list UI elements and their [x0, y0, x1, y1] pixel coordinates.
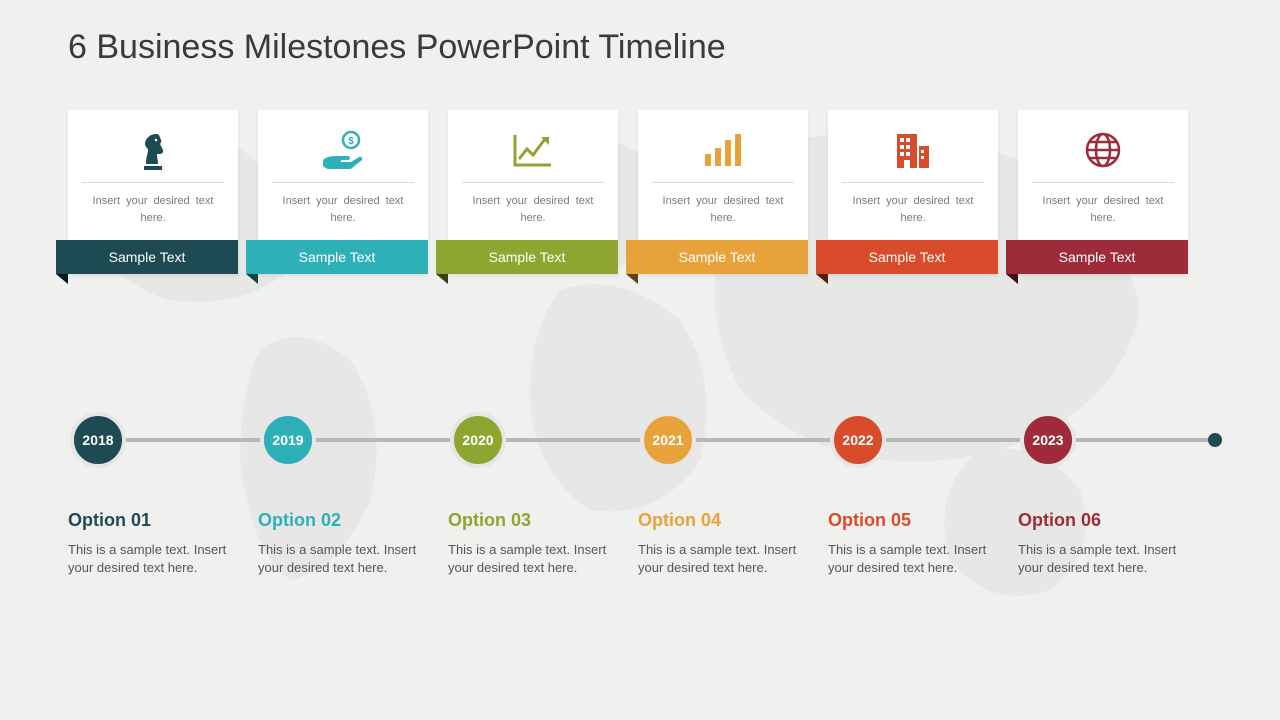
- year-marker: 2019: [260, 412, 316, 468]
- milestone-card: Insert your desired text here. Sample Te…: [68, 110, 238, 274]
- building-icon: [842, 128, 984, 172]
- options-row: Option 01 This is a sample text. Insert …: [68, 510, 1188, 577]
- option-description: This is a sample text. Insert your desir…: [638, 541, 808, 577]
- card-description: Insert your desired text here.: [652, 193, 794, 226]
- ribbon-label: Sample Text: [816, 240, 998, 274]
- option-title: Option 05: [828, 510, 998, 531]
- timeline: 2018 2019 2020 2021 2022 2023: [50, 410, 1230, 470]
- option-description: This is a sample text. Insert your desir…: [258, 541, 428, 577]
- card-description: Insert your desired text here.: [82, 193, 224, 226]
- option-block: Option 02 This is a sample text. Insert …: [258, 510, 428, 577]
- year-marker: 2022: [830, 412, 886, 468]
- ribbon-label: Sample Text: [626, 240, 808, 274]
- bar-chart-icon: [652, 128, 794, 172]
- year-marker: 2021: [640, 412, 696, 468]
- option-description: This is a sample text. Insert your desir…: [828, 541, 998, 577]
- ribbon-label: Sample Text: [56, 240, 238, 274]
- option-description: This is a sample text. Insert your desir…: [1018, 541, 1188, 577]
- option-block: Option 01 This is a sample text. Insert …: [68, 510, 238, 577]
- hand-coin-icon: $: [272, 128, 414, 172]
- option-description: This is a sample text. Insert your desir…: [68, 541, 238, 577]
- svg-text:$: $: [348, 136, 354, 147]
- option-description: This is a sample text. Insert your desir…: [448, 541, 618, 577]
- milestone-card: Insert your desired text here. Sample Te…: [1018, 110, 1188, 274]
- option-block: Option 06 This is a sample text. Insert …: [1018, 510, 1188, 577]
- cards-row: Insert your desired text here. Sample Te…: [68, 110, 1188, 274]
- card-description: Insert your desired text here.: [842, 193, 984, 226]
- option-title: Option 02: [258, 510, 428, 531]
- card-description: Insert your desired text here.: [272, 193, 414, 226]
- option-title: Option 06: [1018, 510, 1188, 531]
- milestone-card: $ Insert your desired text here. Sample …: [258, 110, 428, 274]
- year-marker: 2023: [1020, 412, 1076, 468]
- chess-knight-icon: [82, 128, 224, 172]
- milestone-card: Insert your desired text here. Sample Te…: [448, 110, 618, 274]
- milestone-card: Insert your desired text here. Sample Te…: [828, 110, 998, 274]
- option-title: Option 03: [448, 510, 618, 531]
- option-block: Option 05 This is a sample text. Insert …: [828, 510, 998, 577]
- option-block: Option 03 This is a sample text. Insert …: [448, 510, 618, 577]
- ribbon-label: Sample Text: [436, 240, 618, 274]
- card-description: Insert your desired text here.: [462, 193, 604, 226]
- option-title: Option 01: [68, 510, 238, 531]
- year-marker: 2018: [70, 412, 126, 468]
- option-title: Option 04: [638, 510, 808, 531]
- milestone-card: Insert your desired text here. Sample Te…: [638, 110, 808, 274]
- ribbon-label: Sample Text: [1006, 240, 1188, 274]
- page-title: 6 Business Milestones PowerPoint Timelin…: [68, 28, 726, 67]
- year-marker: 2020: [450, 412, 506, 468]
- option-block: Option 04 This is a sample text. Insert …: [638, 510, 808, 577]
- timeline-end-dot: [1208, 433, 1222, 447]
- line-chart-up-icon: [462, 128, 604, 172]
- globe-icon: [1032, 128, 1174, 172]
- card-description: Insert your desired text here.: [1032, 193, 1174, 226]
- ribbon-label: Sample Text: [246, 240, 428, 274]
